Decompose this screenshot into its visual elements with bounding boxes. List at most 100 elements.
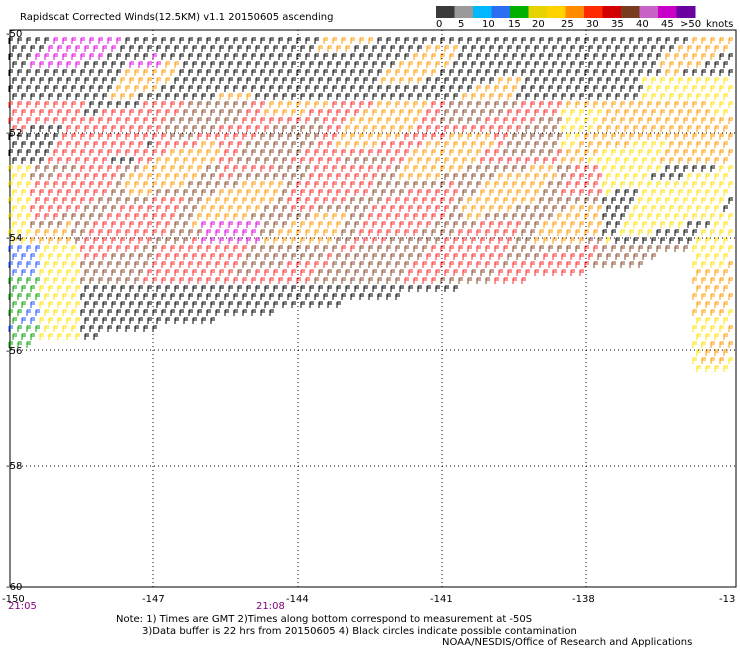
wind-barb	[39, 333, 44, 340]
wind-barb	[336, 45, 341, 52]
wind-barb	[336, 173, 341, 180]
wind-barb	[507, 109, 512, 116]
wind-barb	[39, 141, 44, 148]
wind-barb	[422, 133, 427, 140]
wind-barb	[480, 45, 485, 52]
wind-barb	[480, 253, 485, 260]
wind-barb	[327, 173, 332, 180]
wind-barb	[12, 109, 17, 116]
wind-barb	[273, 141, 278, 148]
wind-barb	[147, 125, 152, 132]
wind-barb	[548, 261, 553, 268]
wind-barb	[107, 149, 112, 156]
wind-barb	[381, 189, 386, 196]
wind-barb	[521, 85, 526, 92]
wind-barb	[597, 109, 602, 116]
wind-barb	[134, 117, 139, 124]
wind-barb	[17, 85, 22, 92]
wind-barb	[237, 173, 242, 180]
wind-barb	[426, 77, 431, 84]
wind-barb	[543, 45, 548, 52]
wind-barb	[629, 37, 634, 44]
wind-barb	[242, 117, 247, 124]
wind-barb	[210, 189, 215, 196]
wind-barb	[98, 181, 103, 188]
wind-barb	[665, 245, 670, 252]
wind-barb	[480, 125, 485, 132]
wind-barb	[444, 173, 449, 180]
wind-barb	[575, 133, 580, 140]
wind-barb	[156, 269, 161, 276]
wind-barb	[633, 157, 638, 164]
wind-barb	[89, 293, 94, 300]
wind-barb	[494, 245, 499, 252]
wind-barb	[489, 205, 494, 212]
wind-barb	[215, 309, 220, 316]
wind-barb	[512, 245, 517, 252]
wind-barb	[692, 197, 697, 204]
wind-barb	[651, 237, 656, 244]
wind-barb	[399, 93, 404, 100]
wind-barb	[417, 125, 422, 132]
wind-barb	[183, 253, 188, 260]
wind-barb	[228, 93, 233, 100]
wind-barb	[620, 85, 625, 92]
wind-barb	[224, 229, 229, 236]
wind-barb	[377, 229, 382, 236]
wind-barb	[714, 285, 719, 292]
wind-barb	[314, 101, 319, 108]
wind-barb	[170, 181, 175, 188]
wind-barb	[669, 221, 674, 228]
wind-barb	[305, 165, 310, 172]
wind-barb	[449, 133, 454, 140]
wind-barb	[579, 269, 584, 276]
wind-barb	[462, 109, 467, 116]
wind-barb	[12, 205, 17, 212]
wind-barb	[503, 53, 508, 60]
wind-barb	[336, 285, 341, 292]
wind-barb	[129, 285, 134, 292]
wind-barb	[53, 69, 58, 76]
wind-barb	[507, 141, 512, 148]
wind-barb	[530, 229, 535, 236]
wind-barb	[246, 269, 251, 276]
wind-barb	[188, 277, 193, 284]
wind-barb	[39, 61, 44, 68]
wind-barb	[71, 293, 76, 300]
wind-barb	[687, 109, 692, 116]
wind-barb	[242, 165, 247, 172]
wind-barb	[309, 301, 314, 308]
wind-barb	[201, 141, 206, 148]
wind-barb	[444, 285, 449, 292]
wind-barb	[8, 117, 13, 124]
wind-barb	[431, 117, 436, 124]
wind-barb	[683, 117, 688, 124]
wind-barb	[435, 61, 440, 68]
wind-barb	[507, 125, 512, 132]
wind-barb	[201, 237, 206, 244]
wind-barb	[485, 213, 490, 220]
wind-barb	[26, 165, 31, 172]
wind-barb	[588, 237, 593, 244]
wind-barb	[372, 77, 377, 84]
wind-barb	[705, 269, 710, 276]
wind-barb	[728, 69, 733, 76]
wind-barb	[318, 45, 323, 52]
wind-barb	[192, 301, 197, 308]
wind-barb	[138, 269, 143, 276]
wind-barb	[39, 93, 44, 100]
wind-barb	[174, 109, 179, 116]
wind-barb	[602, 37, 607, 44]
wind-barb	[98, 117, 103, 124]
wind-barb	[552, 173, 557, 180]
wind-barb	[26, 245, 31, 252]
footer-note-line-1: Note: 1) Times are GMT 2)Times along bot…	[116, 614, 533, 625]
wind-barb	[611, 85, 616, 92]
wind-barb	[341, 165, 346, 172]
wind-barb	[251, 309, 256, 316]
wind-barb	[728, 229, 733, 236]
wind-barb	[687, 125, 692, 132]
wind-barb	[26, 133, 31, 140]
wind-barb	[714, 45, 719, 52]
wind-barb	[215, 133, 220, 140]
